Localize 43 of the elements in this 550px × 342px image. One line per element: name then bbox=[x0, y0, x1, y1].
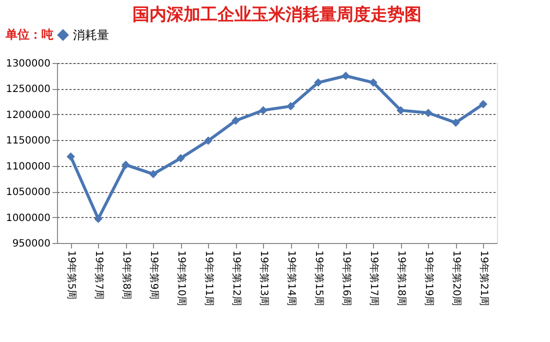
y-tick-label: 1200000 bbox=[6, 110, 50, 121]
point bbox=[232, 116, 240, 125]
x-tick-label: 19年第19周 bbox=[422, 250, 435, 306]
y-tick-label: 1300000 bbox=[6, 58, 50, 70]
x-tick-label: 19年第13周 bbox=[258, 250, 270, 306]
point bbox=[94, 214, 102, 224]
point bbox=[424, 108, 432, 118]
point bbox=[396, 106, 405, 114]
y-tick-label: 1250000 bbox=[6, 84, 50, 96]
x-tick-label: 19年第14周 bbox=[285, 250, 298, 306]
y-tick-label: 1150000 bbox=[6, 136, 50, 147]
point bbox=[452, 118, 460, 127]
x-tick-label: 19年第11周 bbox=[202, 250, 215, 306]
point bbox=[342, 72, 350, 80]
x-tick-label: 19年第18周 bbox=[395, 250, 408, 306]
point bbox=[149, 170, 158, 178]
x-tick-label: 19年第8周 bbox=[120, 250, 132, 300]
point bbox=[122, 160, 130, 170]
x-tick-label: 19年第21周 bbox=[478, 250, 490, 306]
y-tick-label: 1050000 bbox=[6, 187, 50, 198]
point bbox=[176, 154, 185, 162]
point bbox=[259, 106, 268, 114]
x-tick-label: 19年第5周 bbox=[65, 250, 78, 300]
y-axis-title: 单位：吨 bbox=[4, 28, 54, 42]
point bbox=[479, 100, 488, 108]
y-tick-label: 950000 bbox=[12, 238, 50, 250]
point bbox=[286, 102, 295, 110]
x-tick-label: 19年第12周 bbox=[230, 250, 242, 306]
y-tick-label: 1100000 bbox=[6, 161, 50, 172]
x-tick-label: 19年第15周 bbox=[312, 250, 325, 306]
x-tick-label: 19年第10周 bbox=[175, 250, 188, 306]
point bbox=[66, 152, 75, 161]
y-tick-label: 1000000 bbox=[6, 212, 50, 224]
point bbox=[314, 78, 322, 87]
point bbox=[204, 136, 212, 145]
legend-label: 消耗量 bbox=[73, 28, 109, 42]
x-tick-label: 19年第9周 bbox=[148, 250, 160, 300]
x-tick-label: 19年第17周 bbox=[368, 250, 380, 306]
x-tick-label: 19年第7周 bbox=[92, 250, 105, 300]
x-tick-label: 19年第20周 bbox=[450, 250, 462, 306]
chart-title: 国内深加工企业玉米消耗量周度走势图 bbox=[132, 5, 422, 25]
point bbox=[369, 78, 378, 87]
x-tick-label: 19年第16周 bbox=[340, 250, 352, 306]
